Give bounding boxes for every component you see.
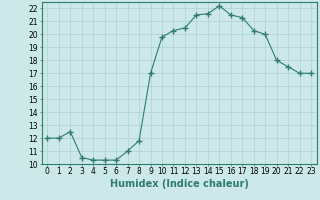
X-axis label: Humidex (Indice chaleur): Humidex (Indice chaleur) bbox=[110, 179, 249, 189]
